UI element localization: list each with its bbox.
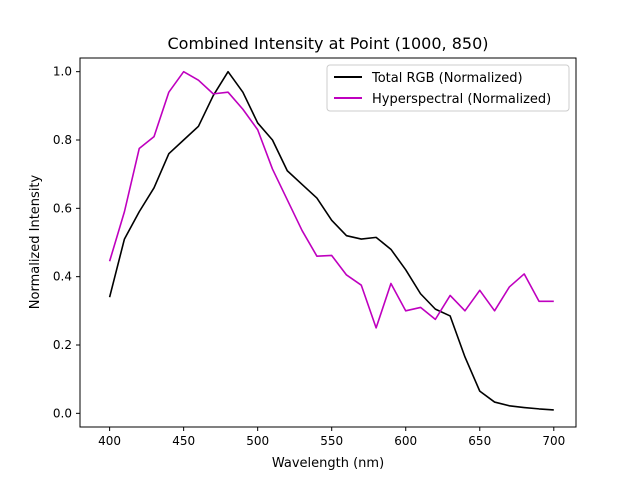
- x-tick-label: 500: [246, 434, 269, 448]
- plot-area: 400 450 500 550 600 650 700 0.0 0.2 0.4 0.6 0.8 1.0: [53, 57, 577, 448]
- y-tick-label: 0.4: [53, 270, 72, 284]
- x-axis-label: Wavelength (nm): [272, 456, 384, 471]
- axes-frame: [79, 57, 577, 428]
- y-tick-label: 0.8: [53, 133, 72, 147]
- x-tick-label: 450: [172, 434, 195, 448]
- legend-label-0: Total RGB (Normalized): [371, 71, 523, 86]
- x-tick-label: 400: [98, 434, 121, 448]
- x-tick-label: 550: [320, 434, 343, 448]
- y-axis-label: Normalized Intensity: [28, 174, 43, 309]
- legend: Total RGB (Normalized) Hyperspectral (Nor…: [326, 64, 570, 112]
- y-tick-label: 1.0: [53, 65, 72, 79]
- legend-box: [326, 64, 570, 112]
- x-tick-label: 700: [542, 434, 565, 448]
- series-line-1: [108, 70, 554, 329]
- y-tick-label: 0.0: [53, 406, 72, 420]
- y-tick-label: 0.2: [53, 338, 72, 352]
- chart-title: Combined Intensity at Point (1000, 850): [168, 34, 489, 53]
- x-tick-label: 600: [394, 434, 417, 448]
- legend-label-1: Hyperspectral (Normalized): [372, 92, 551, 107]
- x-tick-label: 650: [468, 434, 491, 448]
- y-tick-label: 0.6: [53, 201, 72, 215]
- series-line-0: [108, 70, 554, 411]
